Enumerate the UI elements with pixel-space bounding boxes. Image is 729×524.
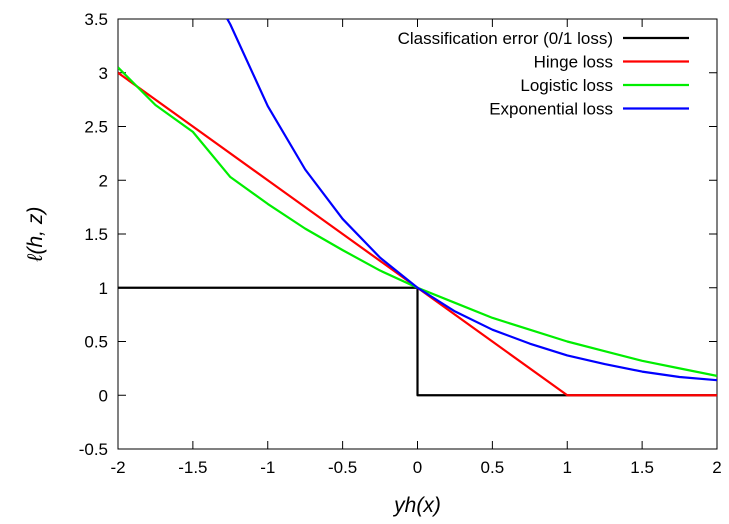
x-tick-label: -1.5: [178, 458, 207, 477]
y-tick-label: 3: [99, 64, 108, 83]
y-tick-label: 2.5: [84, 118, 108, 137]
series-line-classification-error-0-1-loss: [118, 286, 717, 397]
x-tick-label: 1.5: [630, 458, 654, 477]
legend-label: Hinge loss: [534, 53, 613, 72]
legend-label: Exponential loss: [489, 100, 613, 119]
x-tick-label: 0: [413, 458, 422, 477]
x-tick-label: -0.5: [328, 458, 357, 477]
x-tick-label: -1: [260, 458, 275, 477]
y-tick-label: 0: [99, 386, 108, 405]
y-tick-label: 0.5: [84, 333, 108, 352]
series-line-exponential-loss: [226, 19, 717, 382]
y-tick-label: 1.5: [84, 225, 108, 244]
x-tick-label: 2: [712, 458, 721, 477]
y-tick-label: 1: [99, 279, 108, 298]
x-tick-label: 1: [563, 458, 572, 477]
x-tick-label: -2: [110, 458, 125, 477]
y-tick-label: 2: [99, 171, 108, 190]
x-tick-label: 0.5: [481, 458, 505, 477]
y-tick-label: -0.5: [79, 440, 108, 459]
x-axis-label: yh(x): [392, 494, 441, 517]
y-tick-label: 3.5: [84, 10, 108, 29]
legend: Classification error (0/1 loss) Hinge los…: [398, 29, 689, 119]
axis-ticks: -2 -1.5 -1 -0.5 0 0.5 1 1.5 2 -0.5 0 0.5 1 1.5 2 2.5 3 3.…: [79, 10, 722, 477]
legend-label: Classification error (0/1 loss): [398, 29, 613, 48]
series-lines: [118, 19, 717, 397]
legend-label: Logistic loss: [520, 76, 613, 95]
y-axis-label: ℓ(h, z): [24, 207, 47, 263]
